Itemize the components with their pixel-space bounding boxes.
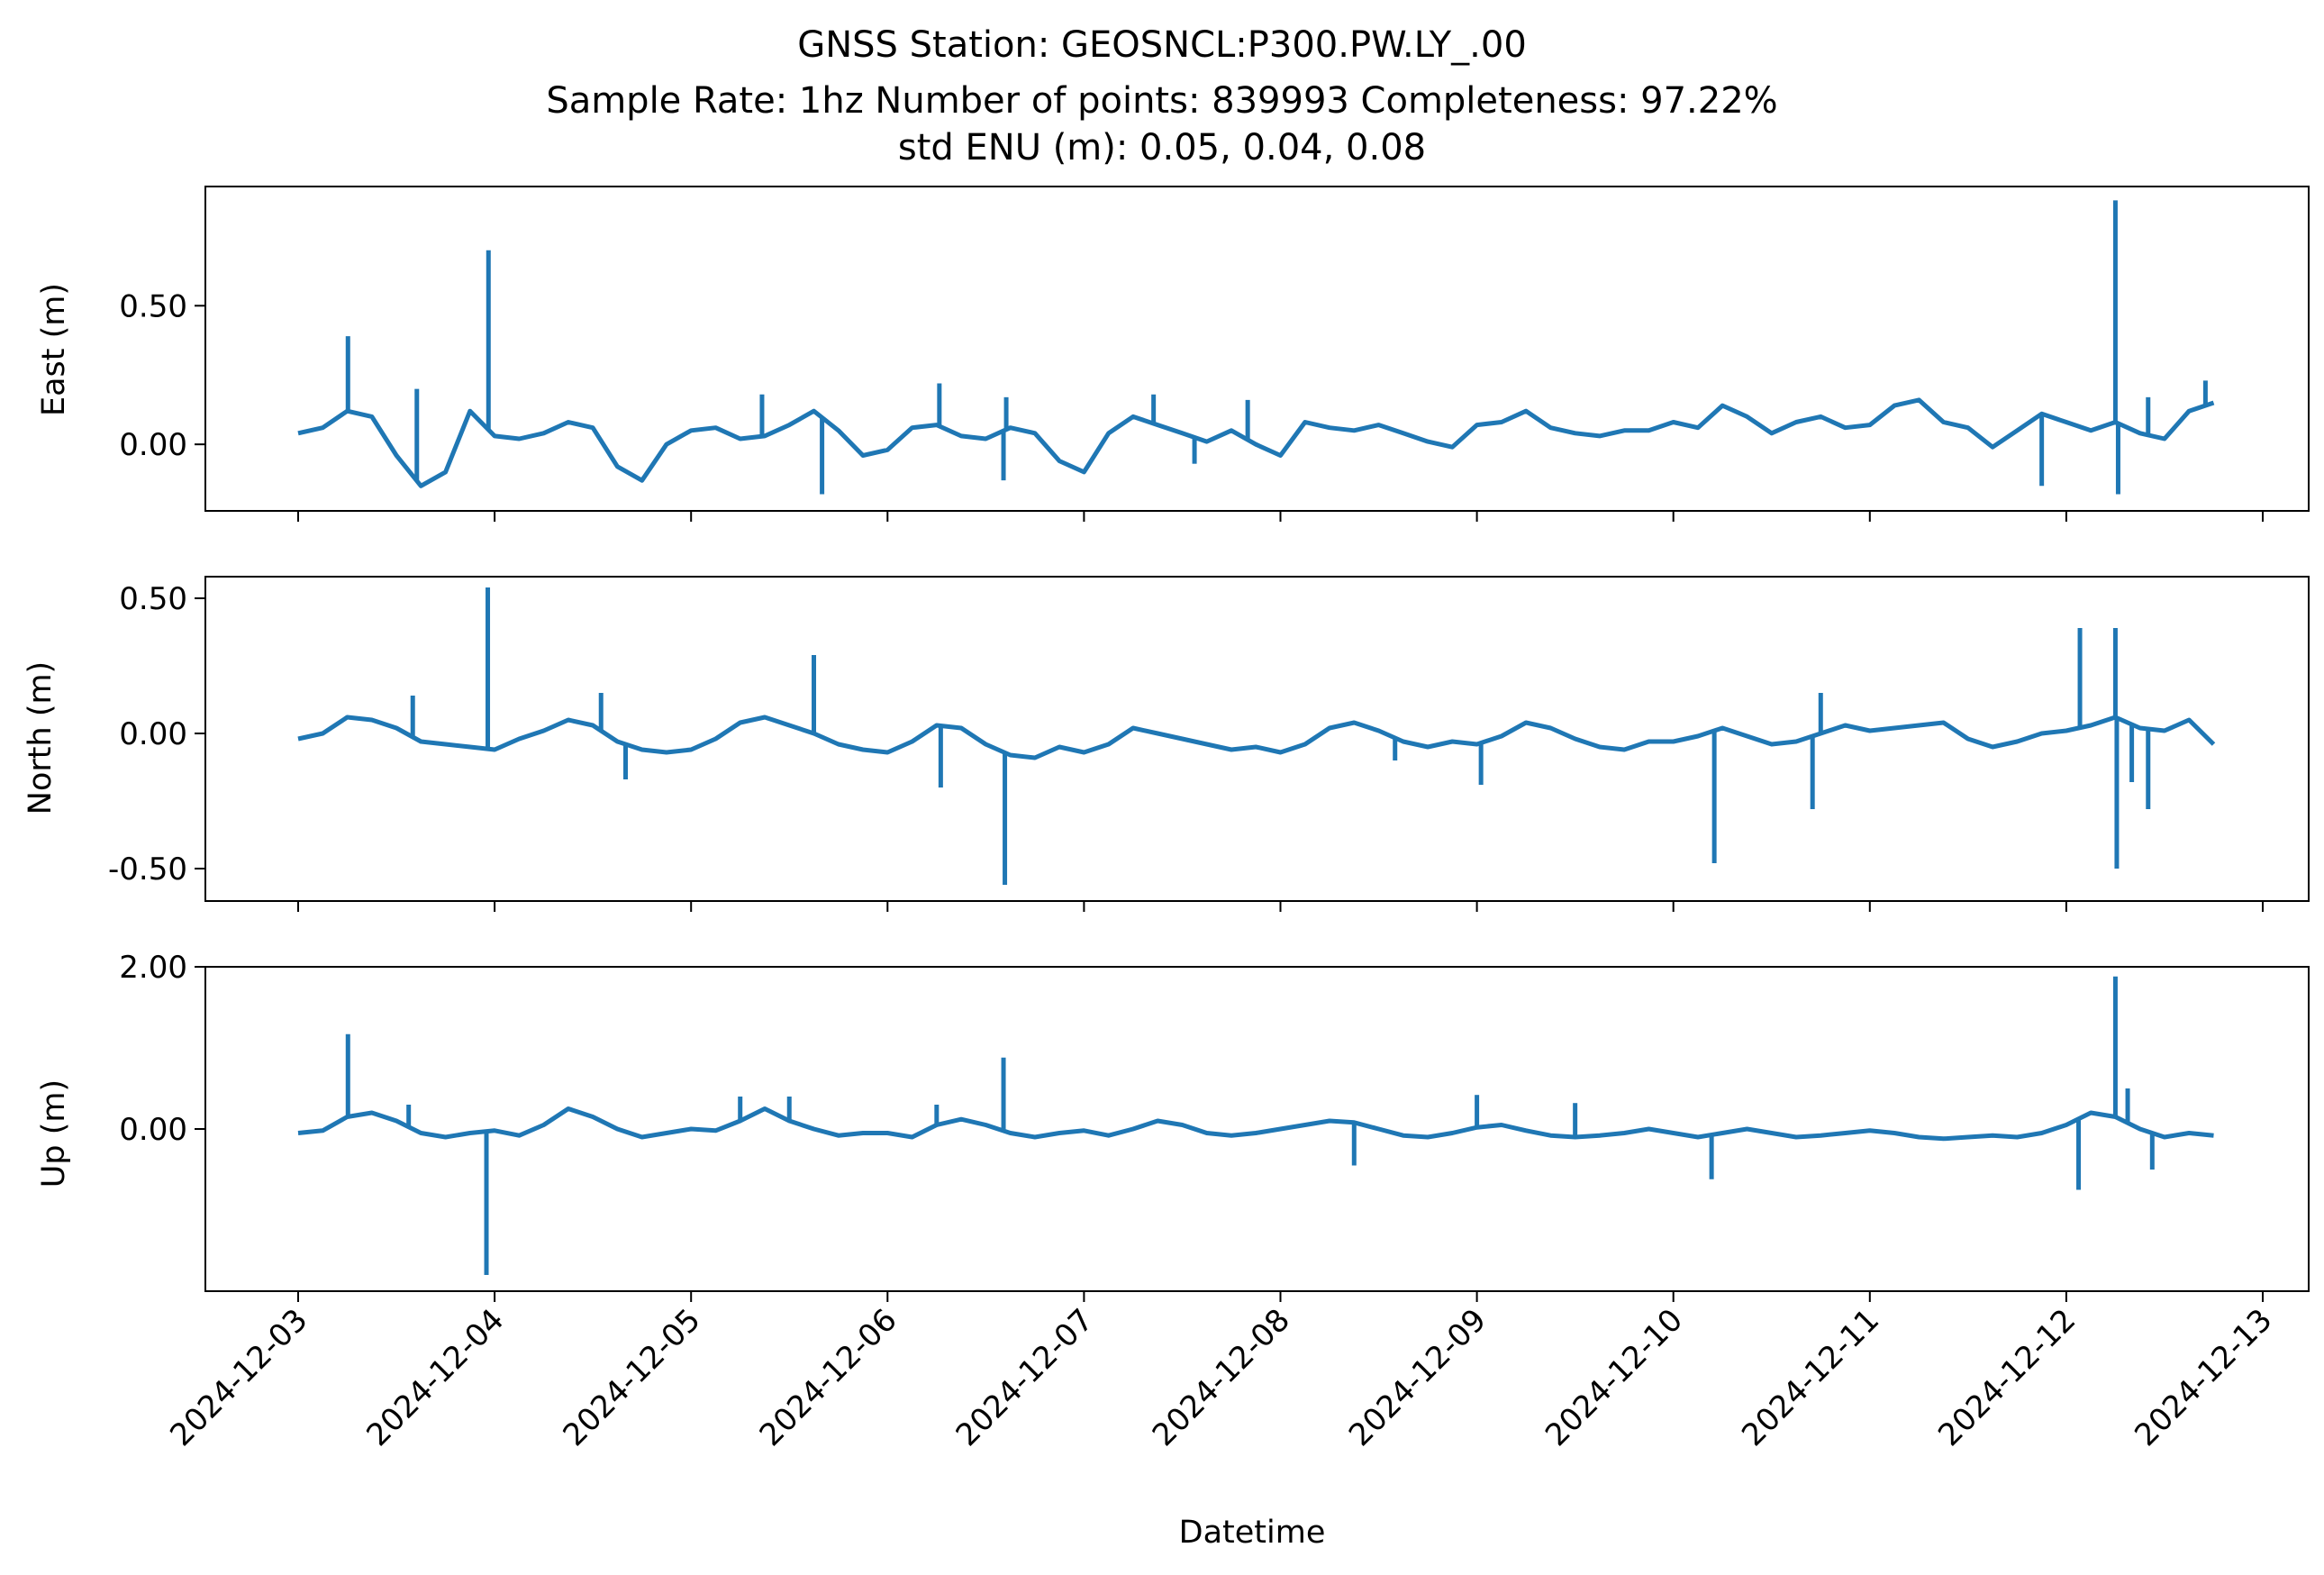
series-line-east <box>297 397 2215 488</box>
series-line-up <box>297 1106 2214 1142</box>
series-line-north <box>297 715 2216 760</box>
y-tick-label-north: -0.50 <box>108 851 187 888</box>
title-line-2: Sample Rate: 1hz Number of points: 83999… <box>546 80 1777 122</box>
axes-frame-north <box>204 576 2310 902</box>
title-line-3: std ENU (m): 0.05, 0.04, 0.08 <box>898 127 1426 168</box>
axes-frame-east <box>204 186 2310 512</box>
y-axis-label-up: Up (m) <box>36 1079 72 1188</box>
y-tick-label-east: 0.00 <box>119 427 187 463</box>
x-axis-label: Datetime <box>1179 1515 1326 1551</box>
title-line-1: GNSS Station: GEOSNCL:P300.PW.LY_.00 <box>797 24 1527 66</box>
panel-east: East (m) 0.00 0.50 <box>36 186 2310 522</box>
y-tick-label-up: 0.00 <box>119 1112 187 1148</box>
y-axis-label-east: East (m) <box>36 283 72 416</box>
y-tick-label-east: 0.50 <box>119 288 187 324</box>
y-axis-label-north: North (m) <box>23 661 59 815</box>
y-tick-label-north: 0.50 <box>119 581 187 617</box>
panel-north: North (m) -0.50 0.00 0.50 <box>23 576 2310 912</box>
y-tick-label-north: 0.00 <box>119 716 187 752</box>
y-tick-label-up: 2.00 <box>119 950 187 986</box>
